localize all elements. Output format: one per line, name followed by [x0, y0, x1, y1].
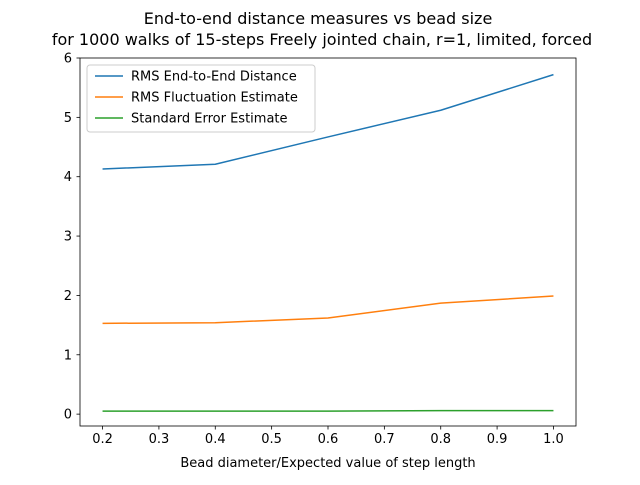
x-tick-label-0: 0.2 [92, 432, 113, 447]
x-tick-label-7: 0.9 [487, 432, 508, 447]
x-tick-label-6: 0.8 [430, 432, 451, 447]
legend-label-2: Standard Error Estimate [131, 112, 288, 127]
x-tick-label-5: 0.7 [374, 432, 395, 447]
y-tick-label-1: 1 [64, 348, 72, 363]
y-tick-label-6: 6 [64, 52, 72, 67]
plot-area: 0.2 0.3 0.4 0.5 0.6 0.7 0.8 0.9 1.0 0 1 2 3 4 5 6 RMS En… [64, 52, 577, 447]
series-line-1 [102, 295, 554, 325]
series-line-0 [102, 73, 554, 170]
legend-box [86, 64, 316, 133]
legend: RMS End-to-End Distance RMS Fluctuation E… [86, 64, 316, 133]
y-tick-label-5: 5 [64, 111, 72, 126]
x-axis-label: Bead diameter/Expected value of step len… [180, 456, 475, 471]
x-tick-label-3: 0.5 [261, 432, 282, 447]
legend-label-0: RMS End-to-End Distance [131, 70, 297, 85]
y-tick-label-3: 3 [64, 230, 72, 245]
chart-title: End-to-end distance measures vs bead siz… [144, 9, 493, 28]
x-tick-label-8: 1.0 [543, 432, 564, 447]
x-tick-label-1: 0.3 [149, 432, 170, 447]
x-tick-label-4: 0.6 [318, 432, 339, 447]
series-line-2 [102, 409, 554, 412]
y-tick-label-0: 0 [64, 408, 72, 423]
y-tick-label-2: 2 [64, 289, 72, 304]
y-tick-label-4: 4 [64, 170, 72, 185]
legend-label-1: RMS Fluctuation Estimate [131, 91, 298, 106]
chart-subtitle: for 1000 walks of 15-steps Freely jointe… [52, 30, 592, 49]
x-tick-label-2: 0.4 [205, 432, 226, 447]
